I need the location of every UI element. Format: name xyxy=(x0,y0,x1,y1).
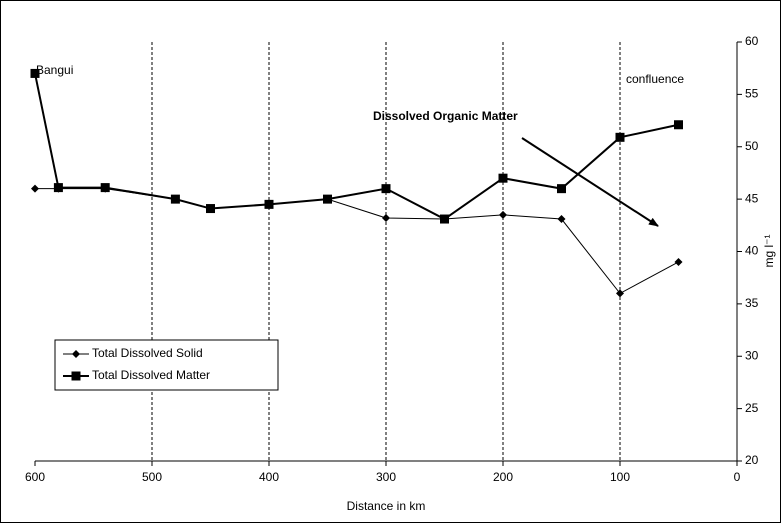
marker xyxy=(557,215,566,224)
annotation: Dissolved Organic Matter xyxy=(373,109,518,123)
marker xyxy=(674,120,683,130)
marker xyxy=(382,213,390,222)
legend-marker xyxy=(71,371,81,381)
marker xyxy=(30,68,40,78)
y-tick-label: 50 xyxy=(745,139,759,153)
x-tick-label: 300 xyxy=(376,470,396,484)
marker xyxy=(264,199,274,209)
legend-label: Total Dissolved Matter xyxy=(92,368,210,382)
y-axis-title: mg l⁻¹ xyxy=(762,234,776,267)
marker xyxy=(499,210,507,219)
y-tick-label: 60 xyxy=(745,34,759,48)
x-tick-label: 0 xyxy=(734,470,741,484)
legend-label: Total Dissolved Solid xyxy=(92,346,203,360)
marker xyxy=(616,289,624,298)
x-tick-label: 200 xyxy=(493,470,513,484)
annotation: confluence xyxy=(626,72,684,86)
x-tick-label: 600 xyxy=(25,470,45,484)
y-tick-label: 40 xyxy=(745,244,759,258)
annotation-arrow xyxy=(521,137,659,227)
marker xyxy=(53,183,63,193)
marker xyxy=(498,173,508,183)
y-tick-label: 55 xyxy=(745,87,759,101)
marker xyxy=(440,214,449,224)
annotation: Bangui xyxy=(36,63,73,77)
x-tick-label: 400 xyxy=(259,470,279,484)
x-tick-label: 500 xyxy=(142,470,162,484)
x-tick-label: 100 xyxy=(610,470,630,484)
marker xyxy=(557,184,566,194)
marker xyxy=(31,184,39,193)
marker xyxy=(170,194,180,204)
marker xyxy=(381,184,391,194)
marker xyxy=(674,257,683,266)
y-tick-label: 20 xyxy=(745,453,759,467)
x-axis-title: Distance in km xyxy=(347,499,426,513)
marker xyxy=(206,204,215,214)
y-tick-label: 45 xyxy=(745,191,759,205)
marker xyxy=(100,183,110,193)
y-tick-label: 35 xyxy=(745,296,759,310)
y-tick-label: 30 xyxy=(745,348,759,362)
legend-marker xyxy=(72,350,80,358)
marker xyxy=(323,194,332,204)
y-tick-label: 25 xyxy=(745,401,759,415)
marker xyxy=(615,132,625,142)
legend-box xyxy=(54,339,279,391)
